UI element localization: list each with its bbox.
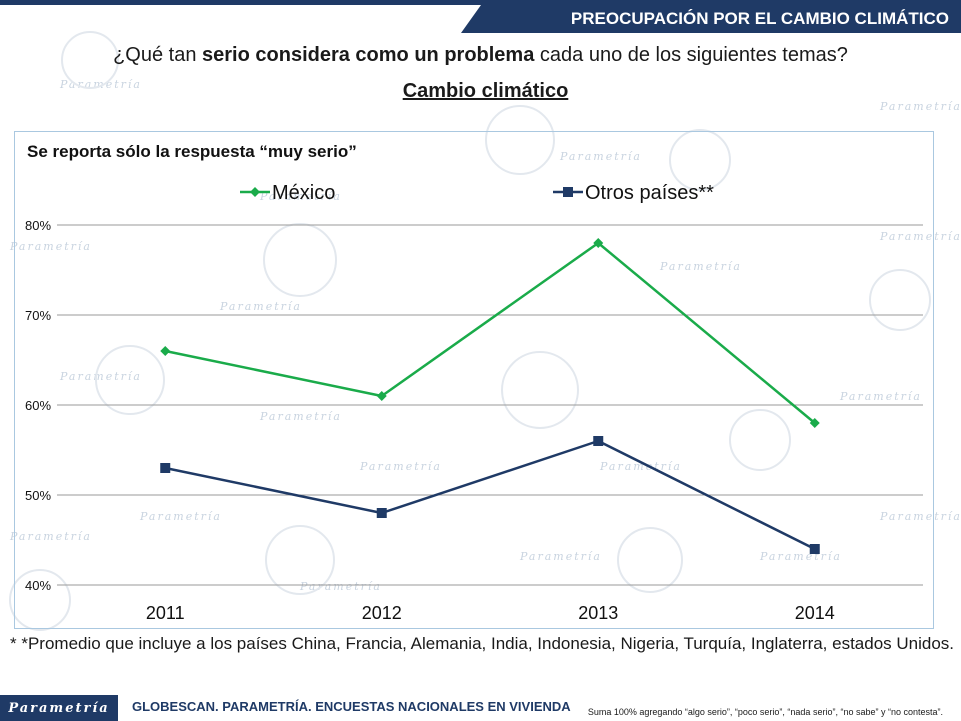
y-tick-label: 60% (25, 398, 51, 413)
question-text: ¿Qué tan serio considera como un problem… (0, 44, 961, 67)
parametria-logo: Parametría (0, 695, 118, 721)
watermark-text: Parametría (9, 240, 92, 253)
watermark-text: Parametría (659, 260, 742, 273)
legend-label: Otros países** (585, 182, 714, 204)
data-point (809, 544, 820, 554)
chart-frame: Se reporta sólo la respuesta “muy serio”… (14, 131, 934, 629)
watermark-circle (669, 129, 731, 191)
watermark-circle (501, 351, 579, 429)
y-tick-label: 80% (25, 218, 51, 233)
source-text: GLOBESCAN. PARAMETRÍA. ENCUESTAS NACIONA… (132, 699, 571, 714)
x-tick-label: 2011 (146, 603, 185, 623)
watermark-text: Parametría (59, 78, 142, 91)
watermark-text: Parametría (9, 530, 92, 543)
question-pre: ¿Qué tan (113, 44, 203, 66)
watermark-circle (869, 269, 931, 331)
watermark-text: Parametría (879, 510, 961, 523)
legend-marker (563, 187, 573, 197)
x-tick-label: 2012 (362, 603, 402, 623)
watermark-text: Parametría (59, 370, 142, 383)
top-bar (0, 0, 961, 5)
watermark-text: Parametría (559, 150, 642, 163)
question-post: cada uno de los siguientes temas? (534, 44, 848, 66)
y-tick-label: 70% (25, 308, 51, 323)
watermark-circle (9, 569, 71, 631)
x-tick-label: 2014 (795, 603, 835, 623)
watermark-circle (263, 223, 337, 297)
banner-title: PREOCUPACIÓN POR EL CAMBIO CLIMÁTICO (461, 5, 961, 33)
data-point (160, 463, 171, 473)
subtitle: Cambio climático (402, 80, 569, 102)
x-tick-label: 2013 (578, 603, 618, 623)
series-line (164, 241, 816, 424)
data-point (593, 436, 604, 446)
watermark-circle (95, 345, 165, 415)
bottom-bar: Parametría GLOBESCAN. PARAMETRÍA. ENCUES… (0, 695, 961, 721)
y-tick-label: 50% (25, 488, 51, 503)
watermark-text: Parametría (299, 580, 382, 593)
watermark-text: Parametría (359, 460, 442, 473)
y-tick-label: 40% (25, 578, 51, 593)
data-point (809, 418, 820, 428)
line-chart: Se reporta sólo la respuesta “muy serio”… (25, 142, 923, 623)
watermark-text: Parametría (839, 390, 922, 403)
watermark-text: Parametría (879, 230, 961, 243)
data-point (593, 238, 604, 248)
watermark-text: Parametría (259, 190, 342, 203)
watermark-circle (729, 409, 791, 471)
watermark-circle (265, 525, 335, 595)
watermark-text: Parametría (879, 100, 961, 113)
chart-title: Se reporta sólo la respuesta “muy serio” (27, 142, 357, 161)
watermark-text: Parametría (519, 550, 602, 563)
question-bold: serio considera como un problema (202, 44, 535, 66)
footnote: * *Promedio que incluye a los países Chi… (10, 634, 955, 653)
watermark-circle (61, 31, 119, 89)
watermark-text: Parametría (219, 300, 302, 313)
sum-note: Suma 100% agregando “algo serio”, “poco … (587, 707, 943, 717)
legend-marker (250, 187, 260, 197)
data-point (376, 391, 387, 401)
watermark-text: Parametría (259, 410, 342, 423)
legend-label: México (272, 182, 335, 204)
watermark-circle (485, 105, 555, 175)
series-line (164, 439, 816, 551)
data-point (160, 346, 171, 356)
watermark-text: Parametría (139, 510, 222, 523)
watermark-text: Parametría (599, 460, 682, 473)
watermark-circle (617, 527, 683, 593)
data-point (376, 508, 387, 518)
